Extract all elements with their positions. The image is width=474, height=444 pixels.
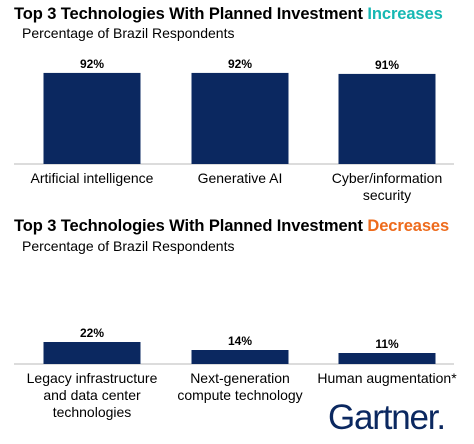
bar-3 bbox=[338, 73, 436, 164]
data-label-2: 92% bbox=[228, 57, 252, 71]
bar-1 bbox=[43, 72, 141, 164]
category-label-1: and data center bbox=[43, 387, 141, 403]
category-label-2: compute technology bbox=[177, 387, 302, 403]
bar-2 bbox=[191, 72, 289, 164]
category-label-1: Artificial intelligence bbox=[31, 170, 154, 186]
title-accent-decreases: Decreases bbox=[367, 217, 450, 235]
title-text: Top 3 Technologies With Planned Investme… bbox=[14, 5, 368, 23]
logo-text: Gartner bbox=[328, 398, 438, 437]
data-label-2: 14% bbox=[228, 334, 252, 348]
category-label-3: Human augmentation* bbox=[317, 370, 457, 386]
title-accent-increases: Increases bbox=[367, 5, 443, 23]
category-label-1: technologies bbox=[53, 404, 132, 420]
data-label-3: 11% bbox=[375, 337, 399, 351]
chart-title-increases: Top 3 Technologies With Planned Investme… bbox=[14, 5, 443, 24]
gartner-logo: Gartner. bbox=[328, 398, 446, 438]
chart-title-decreases: Top 3 Technologies With Planned Investme… bbox=[14, 217, 449, 236]
chart-subtitle-increases: Percentage of Brazil Respondents bbox=[22, 25, 235, 41]
bar-chart-increases: 92% Artificial intelligence 92% Generative … bbox=[14, 57, 454, 203]
category-label-1: Legacy infrastructure bbox=[27, 370, 158, 386]
category-label-2: Next-generation bbox=[190, 370, 290, 386]
bar-2 bbox=[191, 350, 289, 364]
category-label-3: Cyber/information bbox=[332, 170, 443, 186]
bar-3 bbox=[338, 353, 436, 364]
logo-dot: . bbox=[436, 398, 446, 437]
chart-subtitle-decreases: Percentage of Brazil Respondents bbox=[22, 238, 235, 254]
title-text: Top 3 Technologies With Planned Investme… bbox=[14, 217, 368, 235]
category-label-3: security bbox=[363, 187, 411, 203]
category-label-2: Generative AI bbox=[198, 170, 283, 186]
data-label-1: 92% bbox=[80, 57, 104, 71]
bar-1 bbox=[43, 342, 141, 364]
data-label-1: 22% bbox=[80, 326, 104, 340]
data-label-3: 91% bbox=[375, 58, 399, 72]
